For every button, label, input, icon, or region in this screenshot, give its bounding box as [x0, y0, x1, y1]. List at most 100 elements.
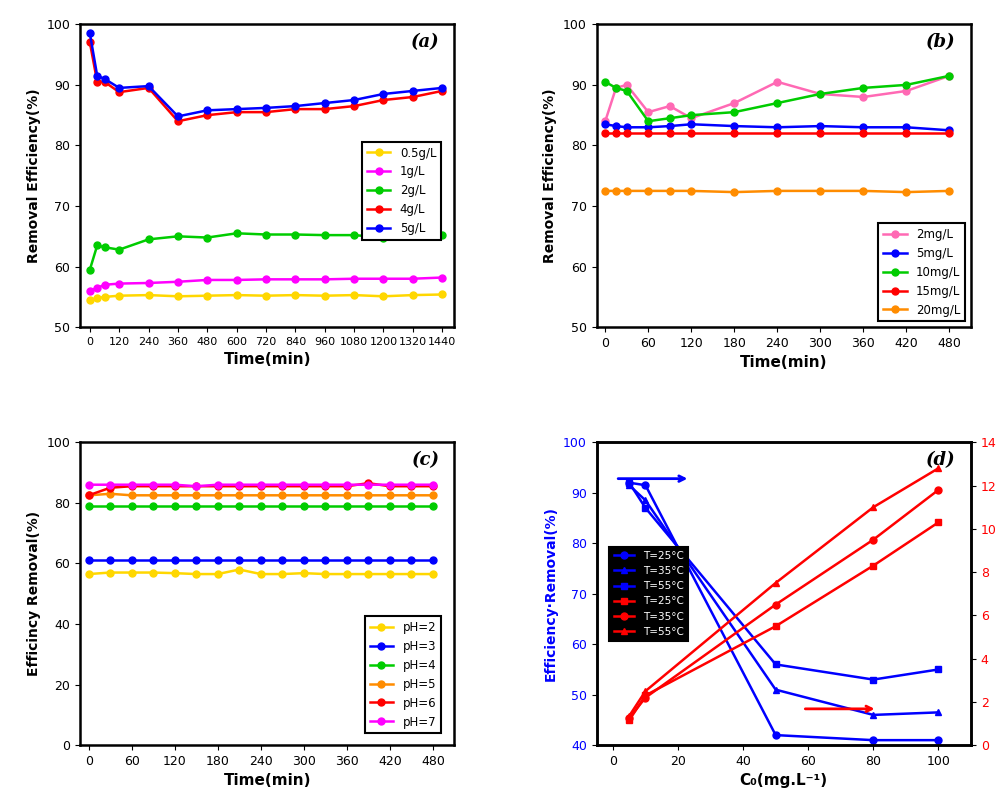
T=55°C [624, 711, 636, 721]
5g/L [172, 112, 184, 122]
T=35°C [624, 714, 636, 723]
20mg/L [944, 186, 956, 196]
Legend: 0.5g/L, 1g/L, 2g/L, 4g/L, 5g/L: 0.5g/L, 1g/L, 2g/L, 4g/L, 5g/L [362, 142, 441, 240]
Line: pH=4: pH=4 [85, 502, 436, 509]
pH=6 [426, 481, 438, 491]
Line: 1g/L: 1g/L [86, 274, 445, 294]
0.5g/L [98, 292, 110, 302]
T=55°C [932, 665, 944, 675]
Line: 5mg/L: 5mg/L [602, 121, 953, 134]
pH=2 [190, 569, 202, 579]
pH=6 [383, 481, 395, 491]
Line: 5g/L: 5g/L [86, 30, 445, 120]
1g/L [406, 274, 418, 284]
0.5g/L [91, 293, 103, 303]
2mg/L [858, 92, 870, 102]
X-axis label: Time(min): Time(min) [740, 356, 828, 370]
4g/L [84, 37, 96, 47]
pH=2 [212, 569, 224, 579]
5mg/L [901, 122, 913, 132]
pH=7 [169, 480, 181, 489]
1g/L [230, 275, 242, 285]
pH=5 [104, 489, 116, 499]
2mg/L [729, 98, 741, 108]
pH=3 [233, 556, 245, 565]
pH=5 [276, 490, 288, 500]
0.5g/L [289, 290, 301, 300]
pH=4 [190, 501, 202, 511]
5mg/L [772, 122, 784, 132]
15mg/L [600, 129, 612, 139]
0.5g/L [377, 292, 389, 301]
20mg/L [643, 186, 655, 196]
0.5g/L [260, 291, 272, 301]
0.5g/L [436, 290, 448, 300]
5mg/L [610, 122, 622, 131]
4g/L [377, 95, 389, 104]
5g/L [289, 101, 301, 111]
T=35°C [624, 480, 636, 490]
1g/L [113, 279, 125, 288]
pH=3 [190, 556, 202, 565]
4g/L [318, 104, 330, 114]
pH=6 [212, 481, 224, 491]
1g/L [172, 277, 184, 287]
pH=4 [405, 501, 417, 511]
pH=7 [426, 480, 438, 489]
T=25°C [867, 735, 879, 745]
pH=3 [147, 556, 159, 565]
5g/L [84, 28, 96, 38]
4g/L [142, 83, 154, 93]
pH=2 [126, 568, 138, 578]
2g/L [377, 232, 389, 242]
Legend: T=25°C, T=35°C, T=55°C, T=25°C, T=35°C, T=55°C: T=25°C, T=35°C, T=55°C, T=25°C, T=35°C, … [610, 547, 688, 641]
pH=3 [255, 556, 267, 565]
15mg/L [610, 129, 622, 139]
pH=4 [104, 501, 116, 511]
pH=6 [405, 481, 417, 491]
2g/L [436, 230, 448, 240]
1g/L [98, 280, 110, 290]
Line: T=55°C: T=55°C [626, 465, 942, 719]
20mg/L [901, 187, 913, 197]
15mg/L [664, 129, 676, 139]
Line: T=35°C: T=35°C [626, 487, 942, 722]
T=25°C [932, 735, 944, 745]
pH=6 [298, 481, 310, 491]
X-axis label: Time(min): Time(min) [223, 774, 311, 788]
pH=5 [233, 490, 245, 500]
2g/L [406, 232, 418, 241]
pH=5 [426, 490, 438, 500]
pH=5 [405, 490, 417, 500]
15mg/L [944, 129, 956, 139]
15mg/L [815, 129, 827, 139]
pH=4 [319, 501, 331, 511]
T=55°C [770, 659, 782, 669]
Line: pH=7: pH=7 [85, 481, 436, 490]
1g/L [84, 286, 96, 296]
pH=7 [126, 480, 138, 489]
pH=4 [83, 501, 95, 511]
2mg/L [901, 86, 913, 96]
5mg/L [686, 119, 698, 129]
pH=7 [233, 480, 245, 489]
pH=6 [104, 483, 116, 492]
pH=7 [212, 480, 224, 489]
2g/L [172, 232, 184, 241]
pH=6 [83, 490, 95, 500]
5mg/L [664, 122, 676, 131]
pH=7 [190, 481, 202, 491]
5g/L [377, 89, 389, 99]
20mg/L [858, 186, 870, 196]
4g/L [230, 107, 242, 117]
T=55°C [770, 578, 782, 588]
4g/L [436, 86, 448, 96]
5g/L [406, 86, 418, 96]
T=25°C [640, 480, 652, 490]
2g/L [142, 235, 154, 245]
Line: 2g/L: 2g/L [86, 230, 445, 273]
2g/L [91, 241, 103, 250]
4g/L [172, 117, 184, 126]
pH=4 [126, 501, 138, 511]
Line: T=35°C: T=35°C [626, 482, 942, 718]
